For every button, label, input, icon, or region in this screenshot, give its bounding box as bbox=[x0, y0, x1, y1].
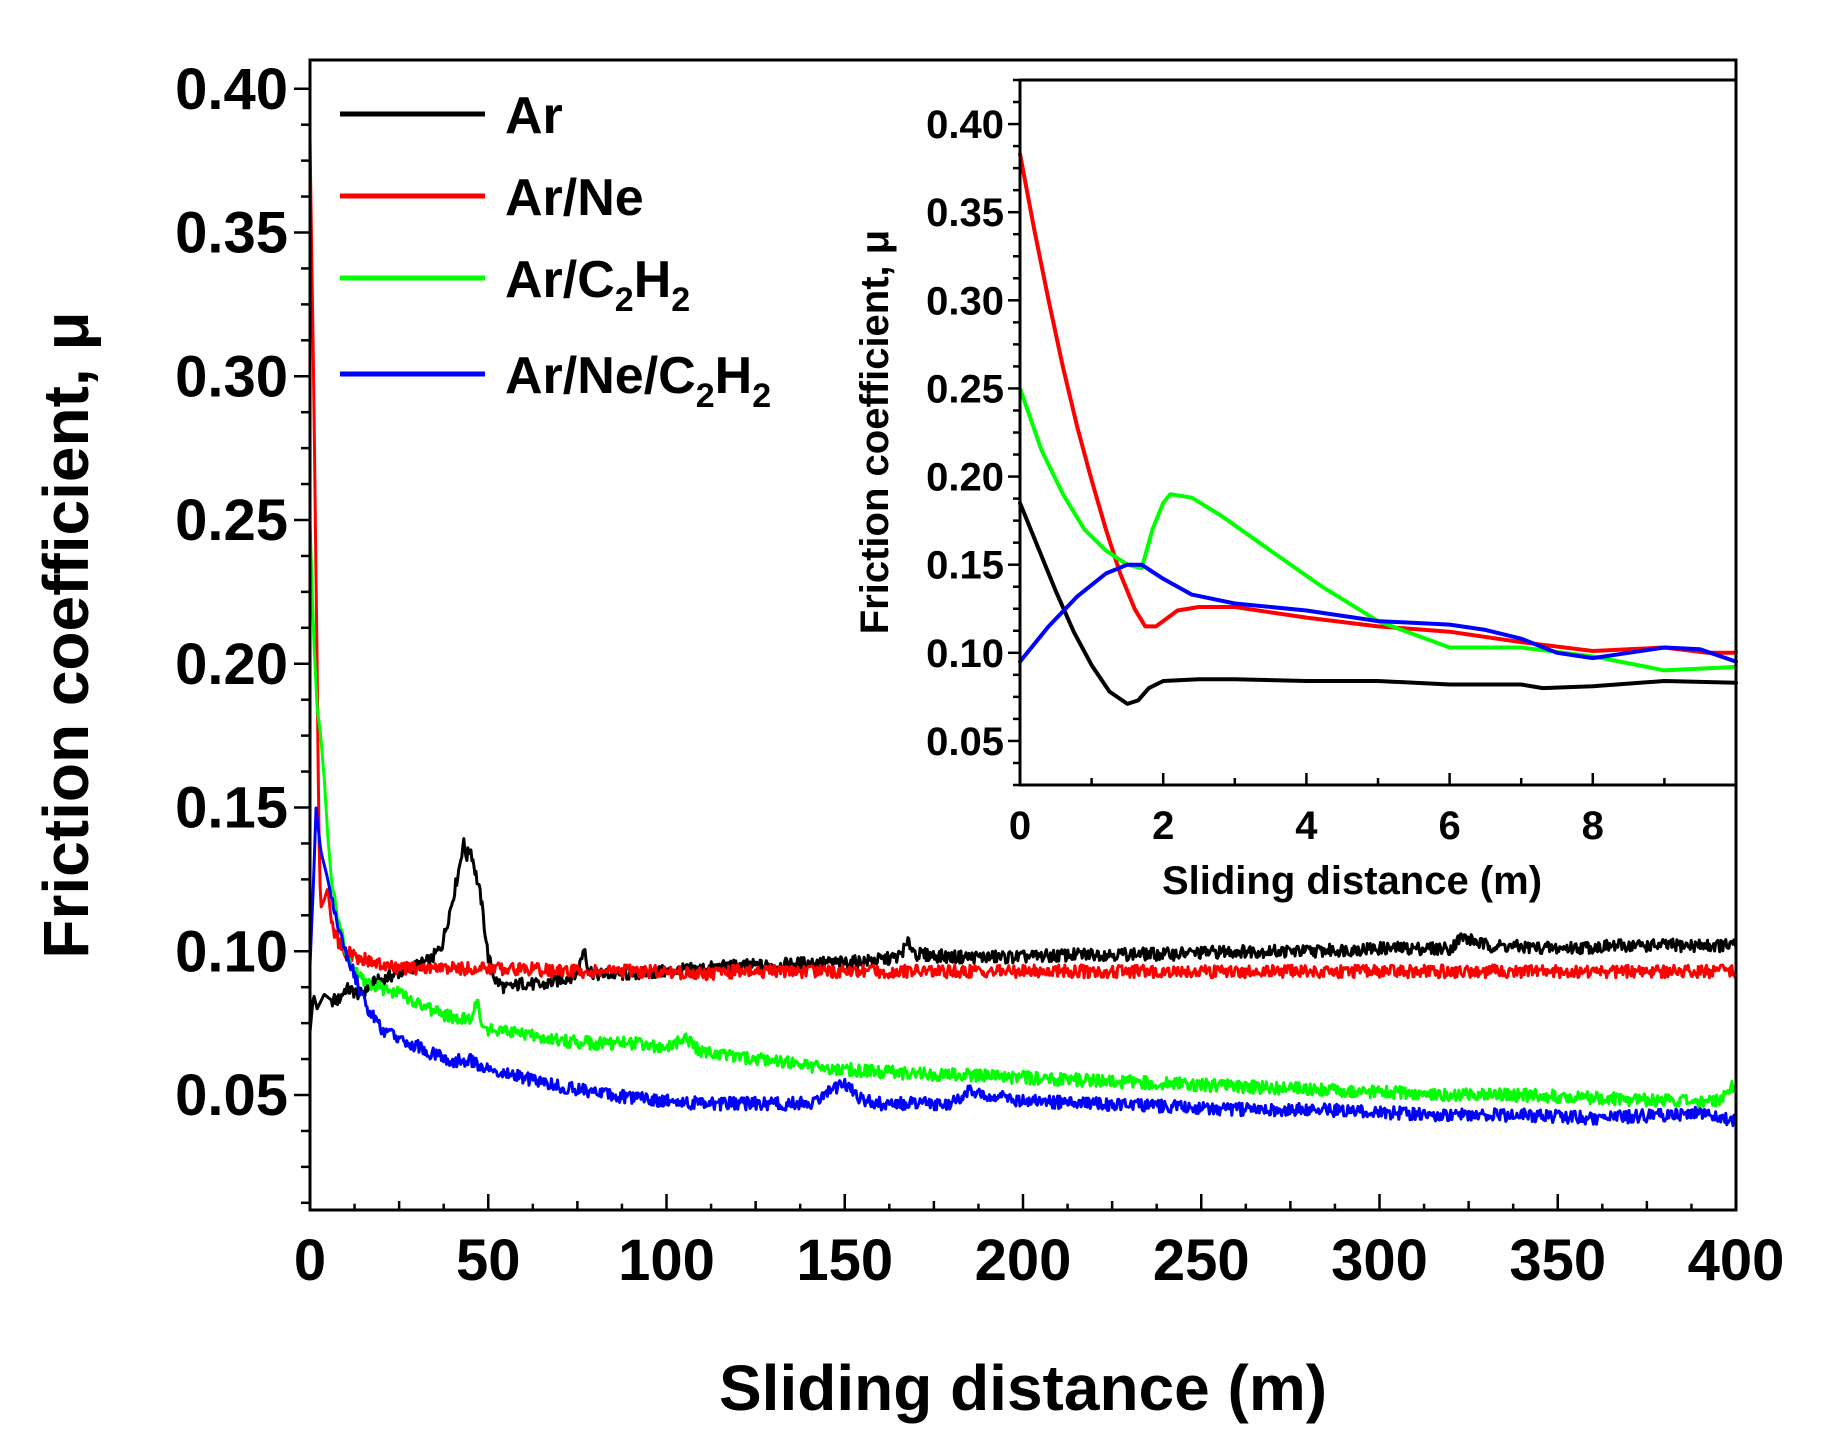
inset-series-ar-c2h2 bbox=[1018, 386, 1738, 673]
inset-x-tick-label: 4 bbox=[1295, 804, 1318, 848]
main-series-ar-ne bbox=[308, 136, 1738, 982]
main-y-tick-label: 0.10 bbox=[175, 919, 288, 984]
main-y-tick-label: 0.15 bbox=[175, 776, 288, 841]
legend-label: Ar bbox=[505, 87, 563, 145]
main-series-ar-c2h2 bbox=[308, 518, 1738, 1109]
inset-y-tick-label: 0.10 bbox=[926, 632, 1004, 676]
inset-y-tick-label: 0.15 bbox=[926, 544, 1004, 588]
inset-y-tick-label: 0.35 bbox=[926, 191, 1004, 235]
legend-label: Ar/C2H2 bbox=[505, 251, 690, 319]
main-series-ar bbox=[308, 837, 1738, 1034]
main-x-tick-label: 350 bbox=[1509, 1228, 1606, 1293]
main-chart: 0 50 100 150 200 250 300 350 400 0.05 0.10 0.15 0.20… bbox=[30, 57, 1784, 1424]
main-series-group bbox=[308, 136, 1738, 1128]
inset-y-tick-label: 0.05 bbox=[926, 720, 1004, 764]
main-x-tick-label: 250 bbox=[1153, 1228, 1250, 1293]
main-x-tick-label: 50 bbox=[456, 1228, 521, 1293]
inset-y-tick-label: 0.25 bbox=[926, 367, 1004, 411]
main-y-axis-title: Friction coefficient, μ bbox=[30, 311, 102, 958]
inset-chart: 0 2 4 6 8 0.05 0.10 0.15 0.20 0.25 0.30 0.35 0.40 Sl… bbox=[853, 78, 1738, 903]
main-y-tick-label: 0.05 bbox=[175, 1063, 288, 1128]
main-x-tick-label: 150 bbox=[796, 1228, 893, 1293]
inset-x-tick-label: 0 bbox=[1009, 804, 1031, 848]
main-x-axis-title: Sliding distance (m) bbox=[719, 1352, 1327, 1424]
main-axes: 0 50 100 150 200 250 300 350 400 0.05 0.10 0.15 0.20… bbox=[175, 57, 1784, 1293]
legend-item-ar-ne: Ar/Ne bbox=[340, 169, 644, 227]
main-y-tick-label: 0.25 bbox=[175, 488, 288, 553]
inset-series-group bbox=[1018, 152, 1738, 706]
inset-x-tick-label: 8 bbox=[1582, 804, 1604, 848]
inset-y-tick-label: 0.30 bbox=[926, 279, 1004, 323]
main-y-tick-label: 0.30 bbox=[175, 344, 288, 409]
inset-y-axis-title: Friction coefficient, μ bbox=[853, 230, 897, 635]
main-y-tick-label: 0.35 bbox=[175, 201, 288, 266]
main-y-tick-label: 0.40 bbox=[175, 57, 288, 122]
inset-x-axis-title: Sliding distance (m) bbox=[1162, 859, 1542, 903]
main-y-tick-label: 0.20 bbox=[175, 632, 288, 697]
main-x-tick-label: 400 bbox=[1688, 1228, 1785, 1293]
main-series-ar-ne-c2h2 bbox=[308, 806, 1738, 1128]
inset-series-ar-ne-c2h2 bbox=[1018, 562, 1738, 664]
main-x-tick-label: 200 bbox=[975, 1228, 1072, 1293]
inset-series-ar bbox=[1018, 501, 1738, 706]
legend-label: Ar/Ne bbox=[505, 169, 644, 227]
legend-item-ar: Ar bbox=[340, 87, 563, 145]
main-x-tick-label: 300 bbox=[1331, 1228, 1428, 1293]
legend-item-ar-c2h2: Ar/C2H2 bbox=[340, 251, 690, 319]
main-x-tick-label: 100 bbox=[618, 1228, 715, 1293]
inset-y-tick-label: 0.20 bbox=[926, 456, 1004, 500]
inset-series-ar-ne bbox=[1018, 152, 1738, 655]
legend-item-ar-ne-c2h2: Ar/Ne/C2H2 bbox=[340, 347, 771, 415]
inset-x-tick-label: 2 bbox=[1152, 804, 1174, 848]
legend-label: Ar/Ne/C2H2 bbox=[505, 347, 771, 415]
main-x-tick-label: 0 bbox=[294, 1228, 326, 1293]
legend: Ar Ar/Ne Ar/C2H2 Ar/Ne/C2H2 bbox=[340, 87, 771, 415]
inset-axes: 0 2 4 6 8 0.05 0.10 0.15 0.20 0.25 0.30 0.35 0.40 bbox=[926, 78, 1666, 848]
inset-x-tick-label: 6 bbox=[1438, 804, 1460, 848]
inset-y-tick-label: 0.40 bbox=[926, 103, 1004, 147]
